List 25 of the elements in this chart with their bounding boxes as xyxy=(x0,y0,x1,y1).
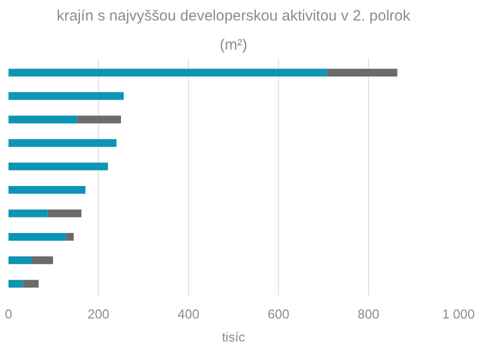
x-tick-label: 800 xyxy=(358,306,380,322)
x-tick-label: 200 xyxy=(88,306,110,322)
bar xyxy=(8,186,86,194)
bar xyxy=(31,256,54,264)
bar xyxy=(77,116,121,124)
bar xyxy=(48,210,82,218)
x-tick-label: 600 xyxy=(268,306,290,322)
x-tick-label: 0 xyxy=(4,306,12,322)
x-tick-label: 1 000 xyxy=(442,306,475,322)
bar xyxy=(8,256,32,264)
chart-subtitle: (m²) xyxy=(220,36,248,54)
bar xyxy=(8,162,108,170)
x-tick-label: 400 xyxy=(178,306,200,322)
bar xyxy=(8,139,116,147)
bar xyxy=(22,280,39,288)
chart-title: krajín s najvyššou developerskou aktivitou v 2. polrok xyxy=(56,8,411,24)
x-axis-title: tisíc xyxy=(222,330,246,344)
bar xyxy=(8,116,78,124)
bar xyxy=(8,280,23,288)
bar xyxy=(8,232,66,241)
bar xyxy=(8,92,124,100)
bar xyxy=(66,232,74,241)
bar xyxy=(327,68,398,76)
bar xyxy=(8,210,48,218)
bar xyxy=(8,68,328,76)
